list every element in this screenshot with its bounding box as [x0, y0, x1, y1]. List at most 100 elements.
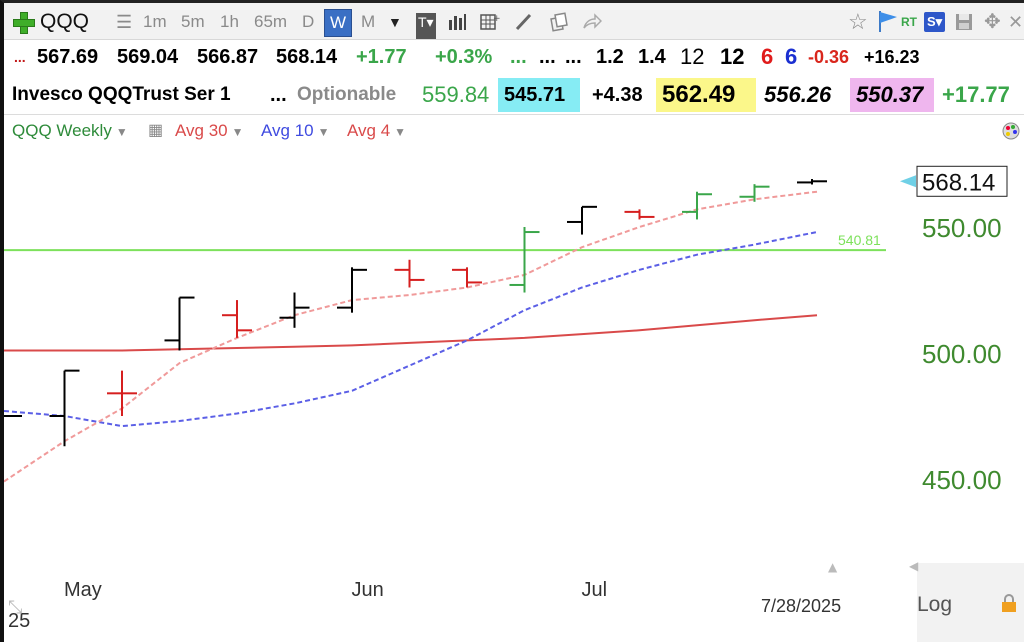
favorite-star-icon[interactable]: ☆ — [848, 9, 868, 34]
quote-row-2: Invesco QQQTrust Ser 1 ... Optionable 55… — [4, 78, 1024, 112]
ohlc-bar — [164, 296, 195, 351]
study-avg4-label: Avg 4 — [347, 121, 391, 140]
ohlc-bar — [682, 191, 712, 220]
date-label: 7/28/2025 — [761, 596, 841, 616]
interval-dropdown-icon[interactable]: ▼ — [388, 14, 402, 30]
interval-1m[interactable]: 1m — [143, 12, 167, 31]
ohlc-bar — [739, 184, 770, 202]
ohlc-bar — [567, 205, 597, 235]
study-avg30-label: Avg 30 — [175, 121, 228, 140]
ohlc-bar — [624, 209, 655, 220]
row1-lead-dots: ... — [14, 49, 26, 65]
year-label: 25 — [8, 610, 30, 632]
interval-d[interactable]: D — [302, 12, 315, 31]
y-tick-label: 500.00 — [922, 339, 1002, 369]
last-price-label: 568.14 — [922, 169, 995, 196]
row1-value-5: 6 — [761, 44, 774, 69]
quote-row-1: ... 567.69 569.04 566.87 568.14 +1.77 +0… — [4, 43, 1024, 73]
palette-icon[interactable] — [1002, 122, 1020, 140]
ohlc-bar — [797, 179, 827, 185]
security-name: Invesco QQQTrust Ser 1 — [12, 84, 231, 105]
row2-price-2: 545.71 — [498, 78, 580, 112]
ohlc-bar — [107, 370, 137, 416]
row2-price-1: 559.84 — [422, 82, 490, 107]
scroll-left-icon[interactable]: ◀ — [909, 559, 919, 573]
chevron-down-icon[interactable]: ▼ — [231, 125, 244, 139]
study-avg10[interactable]: Avg 10 ▼ — [261, 119, 330, 144]
zoom-icon[interactable]: ⤡ — [8, 597, 22, 618]
flag-icon[interactable] — [877, 9, 899, 33]
scroll-up-icon[interactable]: ▲ — [828, 563, 838, 574]
row1-dots-1: ... — [510, 46, 527, 68]
row2-change: +4.38 — [592, 84, 643, 106]
grid-icon[interactable]: ▦ — [148, 122, 164, 139]
last-price-arrow — [900, 175, 916, 188]
interval-1h[interactable]: 1h — [220, 12, 239, 31]
x-tick-label: Jul — [582, 579, 608, 601]
close-icon[interactable]: ✕ — [1008, 12, 1024, 32]
ohlc-bar — [337, 267, 367, 313]
interval-65m[interactable]: 65m — [254, 12, 288, 31]
study-main-label: QQQ Weekly — [12, 121, 112, 140]
quote-high: 569.04 — [117, 46, 179, 68]
interval-w[interactable]: W — [324, 9, 353, 37]
row2-price-6: 550.37 — [850, 78, 934, 112]
price-chart[interactable]: 540.81 450.00 500.00 550.00 568.14 — [4, 146, 1024, 563]
quote-close: 568.14 — [276, 46, 338, 68]
move-icon[interactable]: ✥ — [984, 11, 1001, 33]
study-main[interactable]: QQQ Weekly ▼ — [12, 119, 128, 144]
scan-s-button[interactable]: S▾ — [924, 12, 946, 32]
row2-dots: ... — [270, 84, 287, 106]
lock-icon[interactable] — [999, 593, 1019, 613]
text-tool-icon[interactable]: T▾ — [416, 13, 436, 39]
chevron-down-icon[interactable]: ▼ — [394, 125, 407, 139]
row1-value-3: 12 — [680, 44, 705, 69]
symbol-field[interactable]: QQQ — [40, 10, 90, 33]
time-axis-svg: May Jun Jul 25 7/28/2025 ▲ ⤡ — [8, 563, 841, 632]
draw-pen-icon[interactable] — [514, 12, 534, 32]
chevron-down-icon[interactable]: ▼ — [317, 125, 330, 139]
study-avg4[interactable]: Avg 4 ▼ — [347, 119, 406, 144]
ohlc-bar — [222, 300, 252, 338]
last-price-box — [916, 165, 1008, 197]
row1-value-1: 1.2 — [596, 46, 624, 68]
study-avg10-label: Avg 10 — [261, 121, 314, 140]
log-scale-toggle[interactable]: Log — [917, 593, 953, 616]
save-disk-icon[interactable] — [954, 12, 974, 32]
ohlc-bar — [279, 292, 310, 328]
bar-style-icon[interactable] — [447, 12, 467, 32]
share-arrow-icon[interactable] — [582, 12, 602, 32]
interval-5m[interactable]: 5m — [181, 12, 205, 31]
grid-settings-icon[interactable]: + — [480, 12, 500, 32]
ohlc-bar — [452, 267, 482, 288]
series-line-avg-4 — [4, 190, 818, 483]
quote-low: 566.87 — [197, 46, 259, 68]
scan-s-label: S — [927, 14, 936, 29]
price-axis-footer: ◀ Log — [909, 559, 1024, 642]
x-tick-label: Jun — [352, 579, 384, 601]
series-line-avg-30 — [4, 314, 818, 352]
chart-toolbar: QQQ ☰ 1m 5m 1h 65m D W M ▼ T▾ + ☆ RT S▾ … — [4, 3, 1024, 40]
y-tick-label: 450.00 — [922, 465, 1002, 495]
chevron-down-icon[interactable]: ▼ — [115, 125, 128, 139]
series-line-avg-10 — [4, 231, 818, 428]
studies-bar: QQQ Weekly ▼ ▦ Avg 30 ▼ Avg 10 ▼ Avg 4 ▼ — [4, 114, 1024, 147]
ohlc-bar — [509, 227, 540, 293]
quote-open: 567.69 — [37, 46, 99, 68]
add-symbol-icon[interactable] — [13, 12, 35, 34]
ohlc-bar — [49, 369, 80, 447]
row1-dots-2: ... — [539, 46, 556, 68]
row2-change-2: +17.77 — [942, 82, 1010, 107]
interval-m[interactable]: M — [361, 12, 376, 31]
row1-value-4: 12 — [720, 44, 745, 69]
list-icon[interactable]: ☰ — [116, 12, 133, 32]
quote-change-pct: +0.3% — [435, 46, 493, 68]
study-avg30[interactable]: Avg 30 ▼ — [175, 119, 244, 144]
row2-price-5: 556.26 — [764, 82, 832, 107]
copy-page-icon[interactable] — [549, 12, 569, 32]
row1-value-8: +16.23 — [864, 47, 920, 67]
svg-text:+: + — [493, 14, 500, 24]
realtime-label[interactable]: RT — [901, 15, 917, 29]
row1-value-6: 6 — [785, 44, 798, 69]
x-tick-label: May — [64, 579, 102, 601]
